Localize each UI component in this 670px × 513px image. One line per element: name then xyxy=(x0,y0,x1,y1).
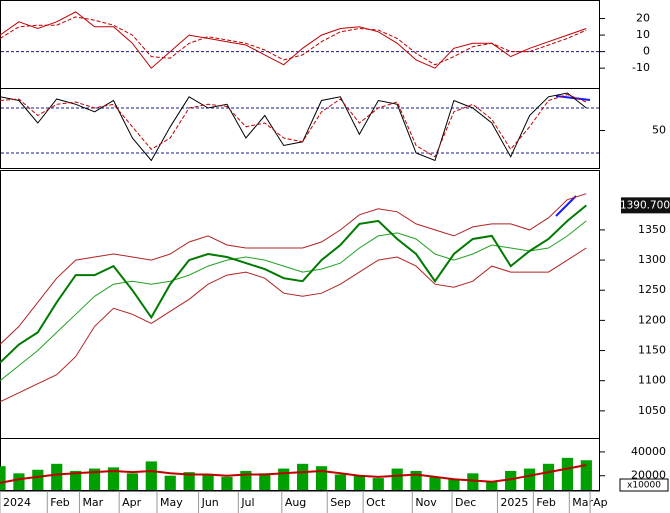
series-line xyxy=(0,204,587,364)
unit-box xyxy=(619,478,669,492)
volume-bar xyxy=(467,473,479,490)
price-box xyxy=(621,197,670,214)
series-line xyxy=(0,11,587,69)
volume-bar xyxy=(486,481,498,490)
volume-bar xyxy=(183,472,195,490)
y-tick-label: -10 xyxy=(632,61,650,74)
price-label: 1390.700 xyxy=(620,199,670,211)
unit-label: x10000 xyxy=(627,481,661,491)
series-line xyxy=(0,193,587,345)
y-tick-label: 40000 xyxy=(631,445,666,458)
x-tick-label: Apr xyxy=(122,496,142,509)
volume-bar xyxy=(145,461,157,490)
x-tick-label: Jul xyxy=(240,496,254,509)
volume-bar xyxy=(107,467,120,490)
volume-bar xyxy=(353,475,365,490)
x-tick-label: Feb xyxy=(536,496,555,509)
volume-bar xyxy=(202,474,214,490)
y-tick-label: 1250 xyxy=(638,283,666,296)
x-tick-label: Aug xyxy=(285,496,306,509)
x-tick-label: Dec xyxy=(455,496,476,509)
volume-bar xyxy=(278,468,290,490)
y-tick-label: 1050 xyxy=(638,404,666,417)
volume-bar xyxy=(429,476,441,490)
volume-bar xyxy=(32,469,44,490)
y-tick-label: 50 xyxy=(652,124,666,137)
volume-bar xyxy=(372,478,384,490)
volume-bar xyxy=(221,476,233,490)
y-tick-label: 1100 xyxy=(638,374,666,387)
x-tick-label: 2024 xyxy=(3,496,31,509)
volume-bar xyxy=(542,463,555,490)
volume-bar xyxy=(580,460,592,490)
series-line xyxy=(0,247,587,403)
x-tick-label: Sep xyxy=(330,496,351,509)
volume-bar xyxy=(88,468,101,490)
volume-bar xyxy=(297,463,309,490)
x-tick-label: Mar xyxy=(572,496,593,509)
y-tick-label: 1200 xyxy=(638,313,666,326)
volume-bar xyxy=(410,470,422,490)
series-line xyxy=(0,93,587,158)
x-tick-label: Oct xyxy=(366,496,386,509)
x-tick-label: Ap xyxy=(593,496,608,509)
volume-bar xyxy=(391,468,403,490)
x-tick-label: 2025 xyxy=(500,496,528,509)
volume-bar xyxy=(70,470,82,490)
volume-bar xyxy=(0,466,6,490)
series-line xyxy=(0,464,587,484)
y-tick-label: 20000 xyxy=(631,469,666,482)
volume-bar xyxy=(240,470,252,490)
y-tick-label: 1150 xyxy=(638,344,666,357)
volume-bar xyxy=(13,473,25,490)
y-tick-label: 1300 xyxy=(638,253,666,266)
y-tick-label: 1350 xyxy=(638,223,666,236)
x-tick-label: Jun xyxy=(201,496,219,509)
series-line xyxy=(0,16,587,66)
volume-bar xyxy=(505,470,517,490)
volume-bar xyxy=(126,473,139,490)
volume-bar xyxy=(334,474,347,490)
series-line xyxy=(0,92,587,162)
volume-bar xyxy=(259,473,271,490)
volume-bar xyxy=(448,479,460,490)
x-tick-label: Feb xyxy=(50,496,69,509)
volume-bar xyxy=(523,468,536,490)
volume-bar xyxy=(51,463,63,490)
volume-bar xyxy=(164,475,176,490)
x-tick-label: Mar xyxy=(82,496,103,509)
y-tick-label: 10 xyxy=(636,28,650,41)
y-tick-label: 20 xyxy=(636,12,650,25)
y-tick-label: 0 xyxy=(643,45,650,58)
x-tick-label: May xyxy=(160,496,183,509)
volume-bar xyxy=(561,457,574,490)
trend-line xyxy=(555,195,577,217)
series-line xyxy=(0,220,587,382)
panel-frame xyxy=(0,88,600,169)
x-tick-label: Nov xyxy=(415,496,437,509)
volume-bar xyxy=(315,466,328,490)
